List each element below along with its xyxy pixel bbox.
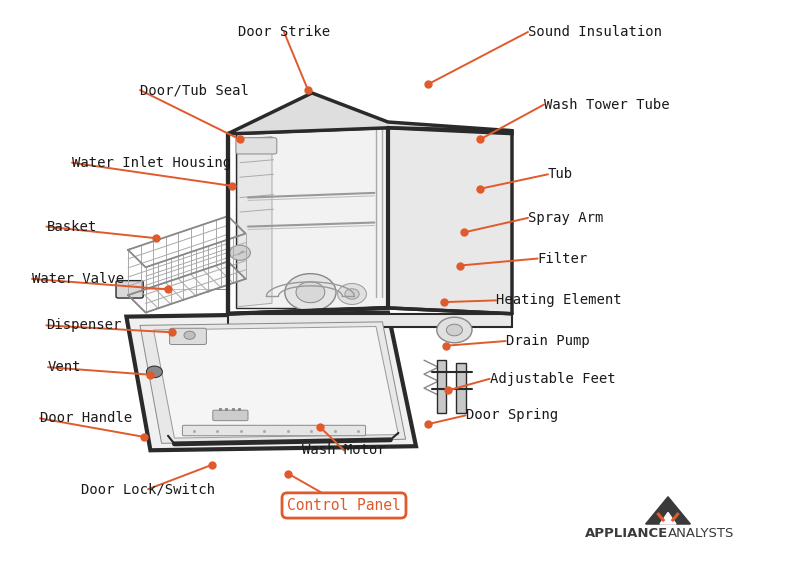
Text: Adjustable Feet: Adjustable Feet bbox=[490, 372, 615, 386]
FancyBboxPatch shape bbox=[182, 425, 366, 436]
Polygon shape bbox=[646, 497, 690, 524]
Text: Drain Pump: Drain Pump bbox=[506, 334, 590, 348]
FancyBboxPatch shape bbox=[116, 281, 143, 298]
Text: Vent: Vent bbox=[48, 360, 82, 374]
Circle shape bbox=[184, 331, 195, 339]
Polygon shape bbox=[126, 313, 416, 450]
Polygon shape bbox=[228, 93, 512, 134]
Text: Dispenser: Dispenser bbox=[46, 318, 122, 332]
Text: Spray Arm: Spray Arm bbox=[528, 211, 603, 225]
Text: Door Lock/Switch: Door Lock/Switch bbox=[81, 482, 215, 496]
Text: Door/Tub Seal: Door/Tub Seal bbox=[140, 83, 249, 97]
Circle shape bbox=[345, 289, 359, 299]
Text: Door Spring: Door Spring bbox=[466, 408, 558, 422]
Polygon shape bbox=[238, 137, 272, 307]
Polygon shape bbox=[437, 360, 446, 413]
Polygon shape bbox=[154, 327, 398, 438]
Text: Water Inlet Housing: Water Inlet Housing bbox=[72, 156, 231, 170]
Polygon shape bbox=[456, 363, 466, 413]
Circle shape bbox=[338, 284, 366, 304]
Circle shape bbox=[437, 317, 472, 343]
Polygon shape bbox=[228, 314, 512, 327]
FancyBboxPatch shape bbox=[213, 410, 248, 421]
FancyBboxPatch shape bbox=[236, 138, 277, 154]
Text: Water Valve: Water Valve bbox=[32, 272, 124, 286]
Text: Door Strike: Door Strike bbox=[238, 25, 330, 39]
Text: Wash Motor: Wash Motor bbox=[302, 443, 386, 457]
Circle shape bbox=[285, 274, 336, 311]
Text: Heating Element: Heating Element bbox=[496, 293, 622, 307]
FancyBboxPatch shape bbox=[170, 328, 206, 345]
Circle shape bbox=[296, 282, 325, 303]
Text: Door Handle: Door Handle bbox=[40, 411, 132, 425]
Text: Sound Insulation: Sound Insulation bbox=[528, 25, 662, 39]
Text: Wash Tower Tube: Wash Tower Tube bbox=[544, 98, 670, 112]
Circle shape bbox=[230, 245, 250, 260]
Text: Control Panel: Control Panel bbox=[287, 498, 401, 513]
Polygon shape bbox=[236, 128, 388, 308]
Polygon shape bbox=[660, 512, 676, 524]
Polygon shape bbox=[140, 322, 406, 443]
Text: APPLIANCE: APPLIANCE bbox=[585, 527, 668, 540]
Text: Filter: Filter bbox=[538, 252, 588, 266]
Polygon shape bbox=[388, 128, 512, 314]
Text: ANALYSTS: ANALYSTS bbox=[668, 527, 734, 540]
Text: Basket: Basket bbox=[46, 220, 97, 234]
Polygon shape bbox=[128, 261, 246, 313]
Text: Tub: Tub bbox=[548, 167, 573, 181]
Circle shape bbox=[146, 366, 162, 378]
Circle shape bbox=[446, 324, 462, 336]
